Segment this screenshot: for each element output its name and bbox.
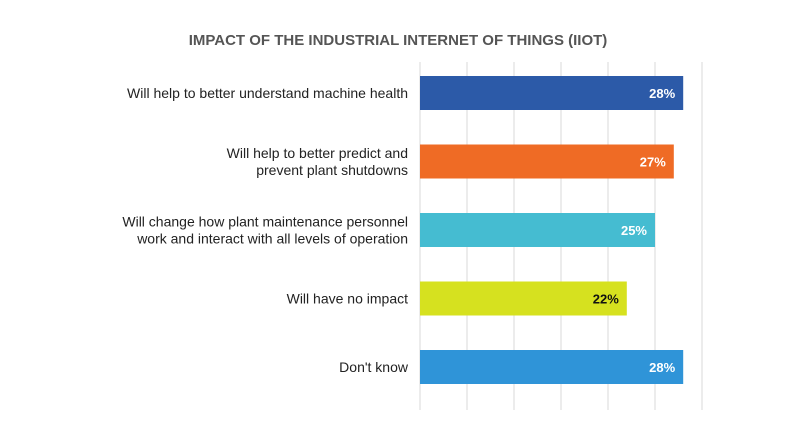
- category-label-0-line-0: Will help to better understand machine h…: [127, 85, 408, 101]
- category-label-1-line-1: prevent plant shutdowns: [256, 162, 408, 178]
- category-label-2-line-0: Will change how plant maintenance person…: [122, 214, 408, 230]
- bar-value-label-2: 25%: [621, 223, 647, 238]
- category-label-0: Will help to better understand machine h…: [127, 85, 408, 101]
- category-labels: Will help to better understand machine h…: [122, 85, 409, 375]
- chart-title: IMPACT OF THE INDUSTRIAL INTERNET OF THI…: [189, 32, 608, 49]
- bar-3: [420, 281, 627, 316]
- bar-1: [420, 144, 674, 179]
- category-label-4-line-0: Don't know: [339, 359, 409, 375]
- category-label-3-line-0: Will have no impact: [287, 291, 408, 307]
- bar-4: [420, 350, 684, 384]
- category-label-2-line-1: work and interact with all levels of ope…: [136, 231, 408, 247]
- category-label-4: Don't know: [339, 359, 409, 375]
- category-label-1: Will help to better predict and prevent p…: [227, 145, 408, 178]
- bar-value-label-4: 28%: [649, 360, 675, 375]
- bar-value-label-0: 28%: [649, 86, 675, 101]
- category-label-2: Will change how plant maintenance person…: [122, 214, 408, 247]
- category-label-3: Will have no impact: [287, 291, 408, 307]
- bar-0: [420, 76, 684, 110]
- bar-value-label-3: 22%: [593, 292, 619, 307]
- bar-2: [420, 213, 655, 247]
- category-label-1-line-0: Will help to better predict and: [227, 145, 408, 161]
- bars: 28% 27% 25% 22% 28%: [420, 76, 684, 384]
- bar-value-label-1: 27%: [640, 155, 666, 170]
